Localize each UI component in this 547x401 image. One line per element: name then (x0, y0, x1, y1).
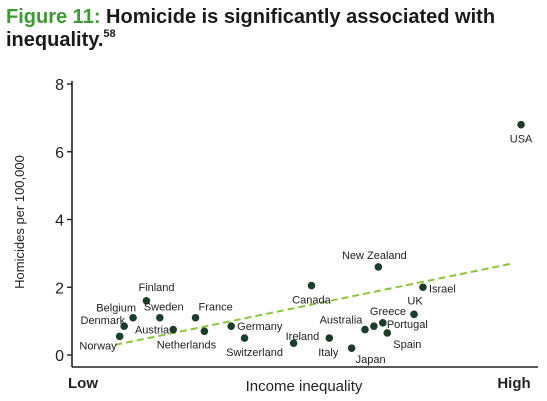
y-tick-label: 2 (55, 280, 64, 297)
data-point-australia (361, 325, 369, 334)
data-point-ireland (289, 339, 298, 347)
y-tick-label: 6 (55, 145, 64, 162)
data-point-italy (325, 334, 334, 342)
point-label-norway: Norway (79, 340, 117, 352)
point-label-germany: Germany (237, 321, 283, 333)
data-point-germany (227, 322, 235, 331)
point-label-australia: Australia (320, 315, 364, 327)
figure-title-text: Homicide is significantly associated wit… (6, 6, 496, 51)
point-label-finland: Finland (138, 282, 174, 294)
figure-label: Figure 11: (6, 6, 101, 28)
point-label-usa: USA (510, 134, 533, 146)
y-tick-label: 0 (55, 348, 64, 365)
point-label-belgium: Belgium (96, 303, 136, 315)
point-label-france: France (199, 302, 233, 314)
data-point-sweden (156, 313, 164, 322)
footnote-reference: 58 (103, 28, 116, 41)
figure-title: Figure 11: Homicide is significantly ass… (6, 6, 536, 52)
data-point-japan (347, 344, 356, 353)
point-label-new-zealand: New Zealand (342, 250, 407, 262)
y-tick-label: 8 (55, 77, 64, 94)
point-label-japan: Japan (356, 354, 386, 366)
point-label-netherlands: Netherlands (157, 339, 217, 351)
data-point-austria (169, 325, 177, 334)
point-label-portugal: Portugal (387, 319, 428, 331)
point-label-italy: Italy (318, 347, 339, 359)
data-point-denmark (120, 322, 128, 331)
point-label-sweden: Sweden (144, 302, 184, 314)
data-point-usa (517, 120, 525, 129)
chart-axes: 0 2 4 6 8 Low High Income inequality Homicides p… (12, 77, 538, 395)
data-point-portugal (379, 319, 387, 327)
x-tick-label-low: Low (68, 375, 98, 392)
x-tick-label-high: High (497, 375, 530, 392)
data-point-spain (383, 329, 392, 337)
point-label-greece: Greece (370, 306, 406, 318)
point-label-ireland: Ireland (286, 331, 320, 343)
point-label-austria: Austria (135, 325, 170, 337)
data-points (115, 120, 525, 353)
data-point-uk (410, 310, 418, 319)
data-point-france (191, 313, 200, 322)
data-point-belgium (129, 313, 137, 322)
data-point-netherlands (200, 327, 209, 336)
y-tick-label: 4 (55, 213, 64, 230)
x-axis-title: Income inequality (246, 378, 363, 395)
y-axis-title: Homicides per 100,000 (12, 155, 27, 289)
point-label-israel: Israel (429, 283, 456, 295)
trendline (115, 262, 513, 346)
point-label-uk: UK (407, 295, 423, 307)
point-label-switzerland: Switzerland (226, 347, 283, 359)
data-point-finland (142, 297, 151, 305)
point-label-canada: Canada (292, 295, 331, 307)
data-point-canada (307, 281, 316, 290)
data-point-switzerland (240, 334, 249, 342)
point-label-spain: Spain (393, 339, 421, 351)
data-point-greece (370, 322, 378, 331)
data-point-norway (115, 332, 124, 341)
data-point-israel (419, 283, 427, 292)
trendline-group (115, 262, 513, 346)
data-point-new-zealand (374, 263, 383, 271)
point-label-denmark: Denmark (81, 315, 126, 327)
